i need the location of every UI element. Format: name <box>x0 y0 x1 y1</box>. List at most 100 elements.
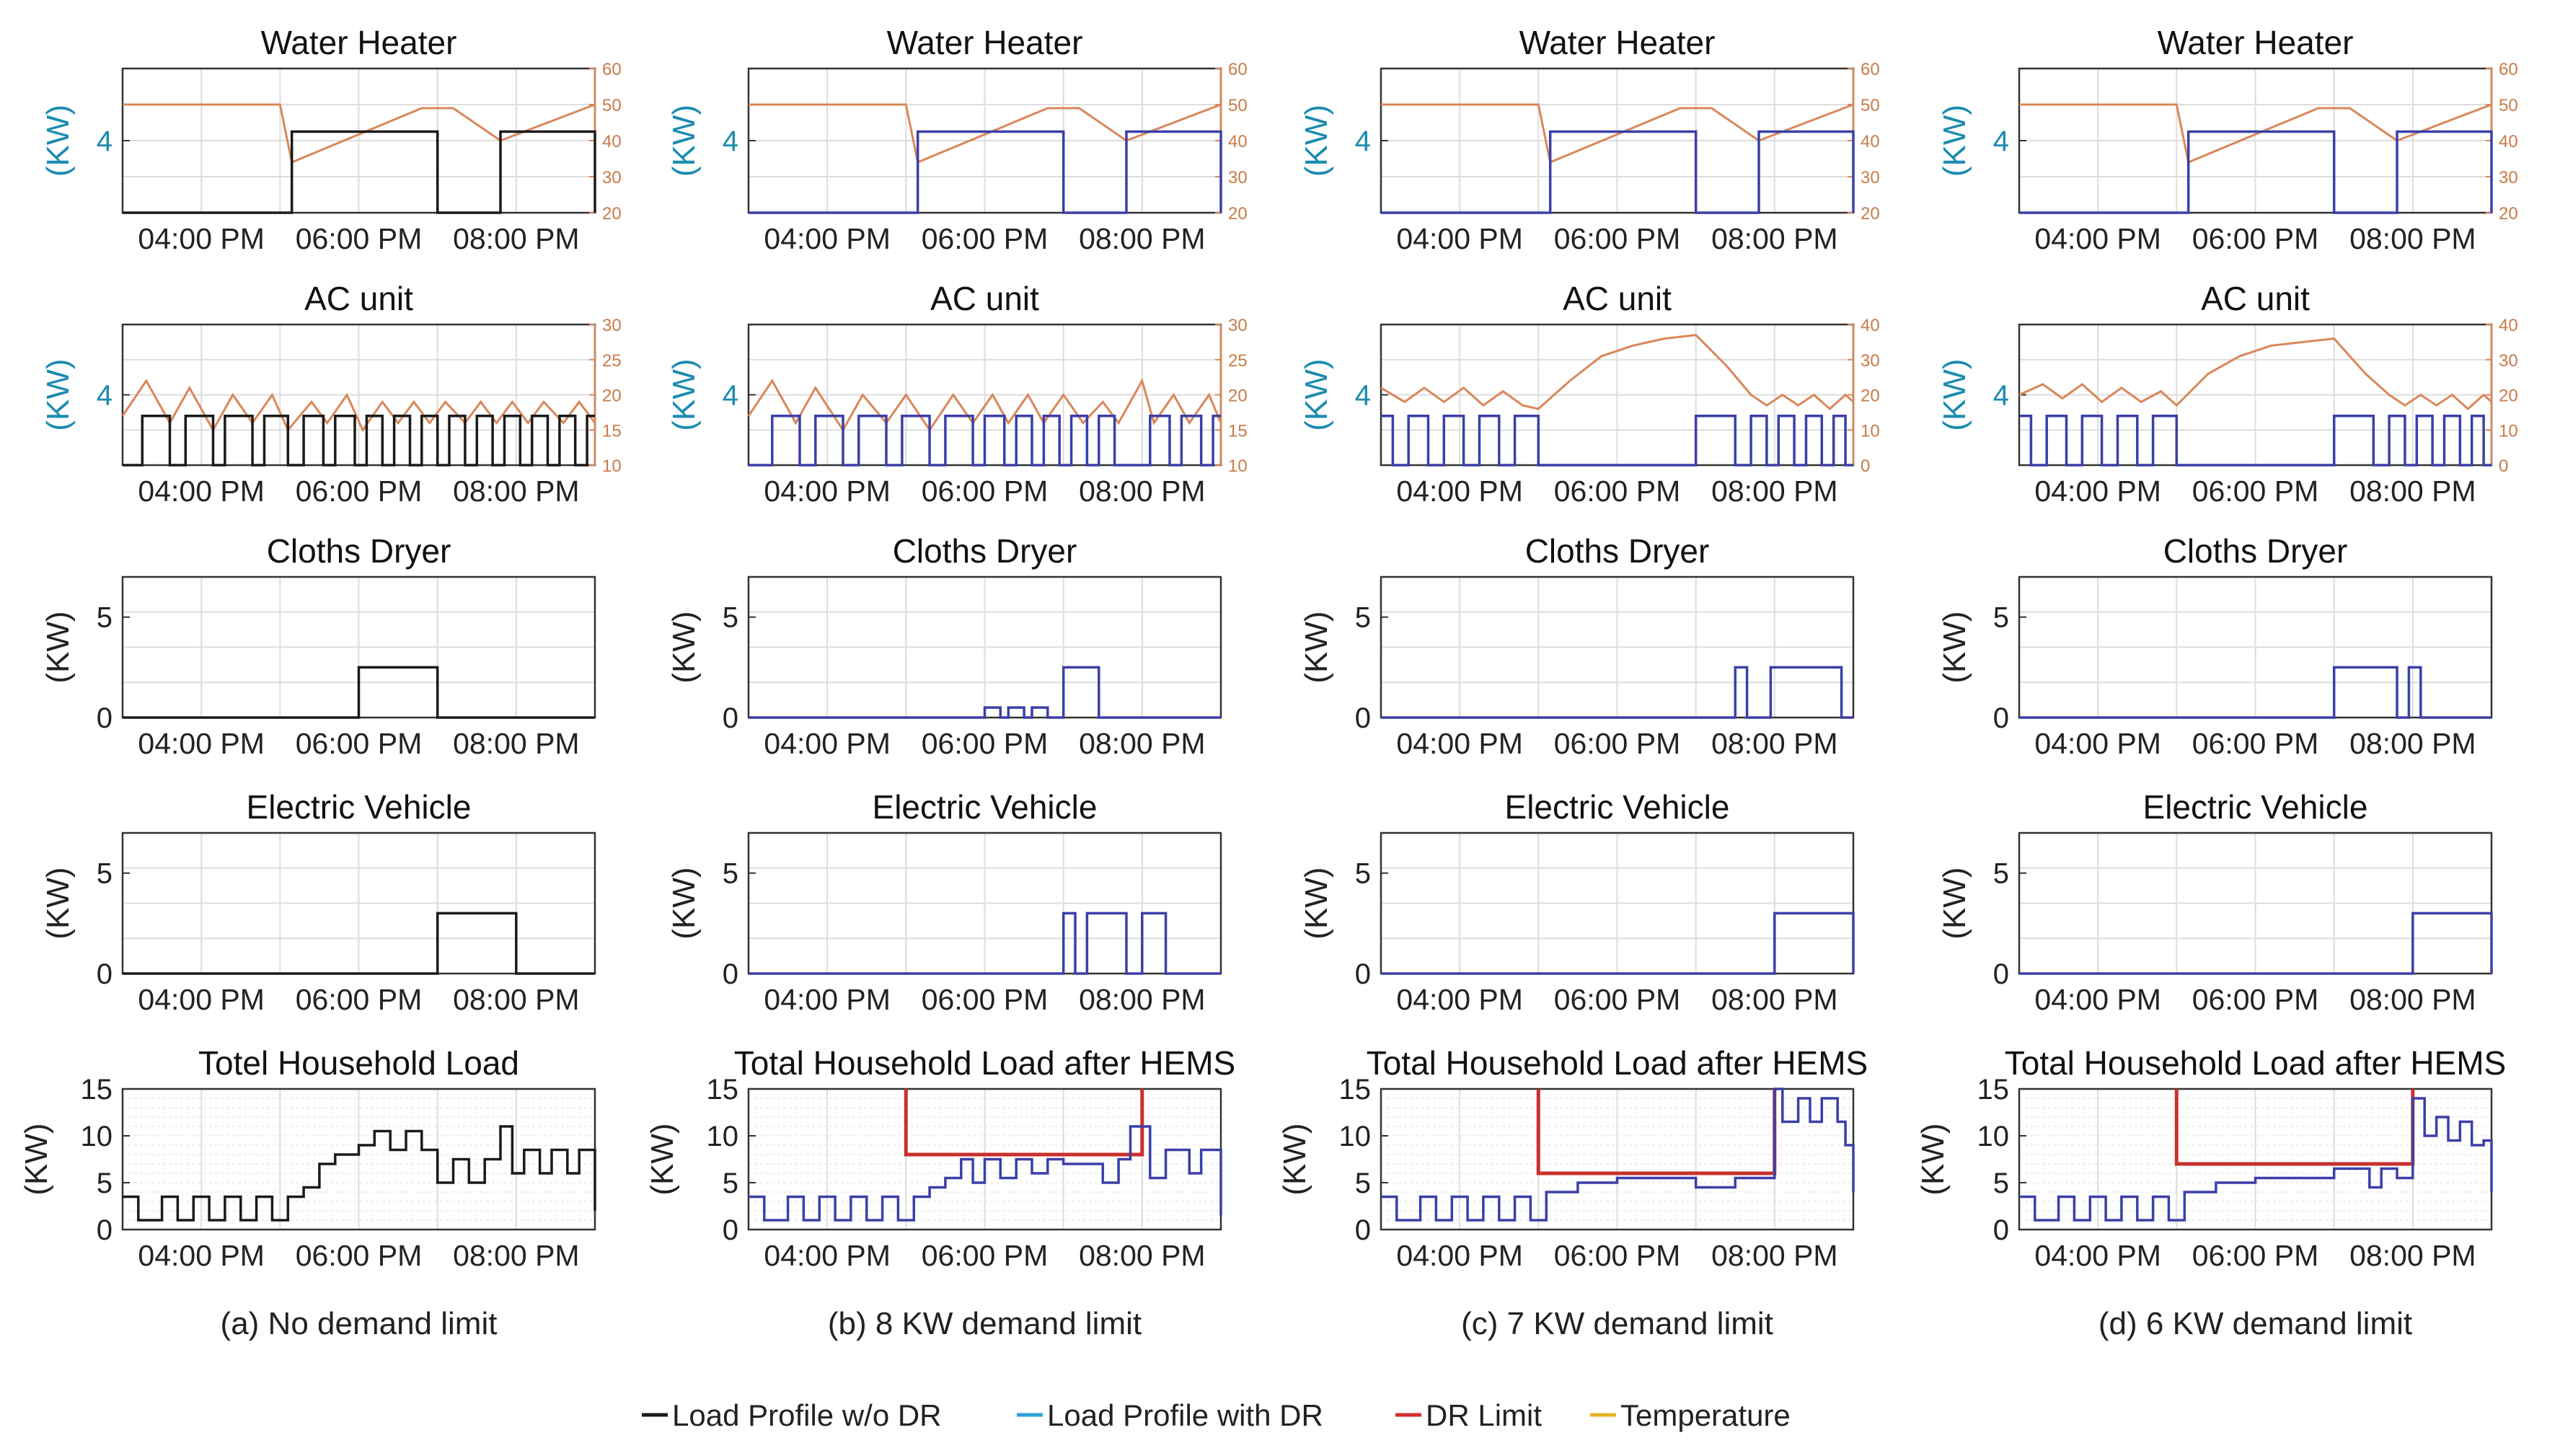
right-tick-label: 20 <box>1861 387 1880 406</box>
ytick-label: 0 <box>97 1214 112 1246</box>
dr-limit-line <box>904 1089 1144 1157</box>
y-axis-label: (KW) <box>666 105 702 177</box>
panel-b-electric_vehicle: Electric Vehicle 0 5 (KW) 04:00 PM 06:00 PM 08… <box>666 788 1222 1016</box>
y-axis-label: (KW) <box>666 611 702 683</box>
ytick-label: 0 <box>723 702 738 734</box>
panel-b-ac_unit: AC unit 4 (KW) 04:00 PM 06:00 PM 08:00 PM 30 25… <box>666 280 1248 508</box>
right-tick-label: 60 <box>1228 60 1248 79</box>
ytick-label: 5 <box>1993 858 2009 890</box>
right-tick-label: 20 <box>2499 204 2518 224</box>
panel-a-water_heater: Water Heater 4 (KW) 04:00 PM 06:00 PM 08:00 P… <box>40 24 622 255</box>
xtick-label: 06:00 PM <box>1554 983 1681 1016</box>
dr-limit-line <box>1536 1089 1777 1175</box>
panel-title: Electric Vehicle <box>247 788 472 826</box>
ytick-label: 0 <box>1993 958 2009 990</box>
xtick-label: 04:00 PM <box>1396 727 1523 760</box>
right-tick-label: 20 <box>1861 204 1880 224</box>
panel-c-cloths_dryer: Cloths Dryer 0 5 (KW) 04:00 PM 06:00 PM 08:00 … <box>1299 532 1855 760</box>
xtick-label: 08:00 PM <box>1079 727 1206 760</box>
panel-title: Water Heater <box>261 24 457 61</box>
panel-title: AC unit <box>1563 280 1672 317</box>
xtick-label: 08:00 PM <box>453 222 580 255</box>
xtick-label: 08:00 PM <box>2349 727 2476 760</box>
right-tick-label: 20 <box>602 387 622 406</box>
xtick-label: 08:00 PM <box>453 1239 580 1272</box>
xtick-label: 06:00 PM <box>1554 1239 1681 1272</box>
xtick-label: 04:00 PM <box>1396 475 1523 508</box>
load-profile-line <box>123 1125 596 1222</box>
load-profile-line <box>2019 415 2492 467</box>
ytick-label: 10 <box>707 1121 739 1152</box>
ytick-label: 5 <box>97 602 112 634</box>
panel-a-cloths_dryer: Cloths Dryer 0 5 (KW) 04:00 PM 06:00 PM 08:00 … <box>40 532 596 760</box>
xtick-label: 04:00 PM <box>764 983 891 1016</box>
ytick-label: 5 <box>1355 858 1371 890</box>
xtick-label: 08:00 PM <box>1079 475 1206 508</box>
panel-title: Cloths Dryer <box>893 532 1077 570</box>
y-axis-label: (KW) <box>1299 611 1334 683</box>
xtick-label: 04:00 PM <box>2034 1239 2161 1272</box>
subfigure-caption: (c) 7 KW demand limit <box>1461 1306 1773 1341</box>
panel-title: AC unit <box>304 280 413 317</box>
xtick-label: 06:00 PM <box>922 983 1049 1016</box>
right-tick-label: 40 <box>602 132 622 151</box>
ytick-label: 0 <box>1355 958 1371 990</box>
load-profile-line <box>1381 415 1853 467</box>
ytick-label: 5 <box>723 858 738 890</box>
legend-item: DR Limit <box>1395 1398 1542 1432</box>
load-profile-line <box>2019 666 2492 719</box>
xtick-label: 06:00 PM <box>922 727 1049 760</box>
ytick-label: 4 <box>97 125 112 157</box>
load-profile-line <box>123 130 596 214</box>
y-axis-label: (KW) <box>1937 358 1972 431</box>
ytick-label: 0 <box>1355 702 1371 734</box>
ytick-label: 5 <box>1355 1168 1371 1199</box>
xtick-label: 04:00 PM <box>1396 983 1523 1016</box>
ytick-label: 5 <box>1993 602 2009 634</box>
load-profile-line <box>123 415 595 467</box>
ytick-label: 5 <box>1355 602 1371 634</box>
y-axis-label: (KW) <box>40 611 76 683</box>
xtick-label: 06:00 PM <box>2192 983 2319 1016</box>
ytick-label: 5 <box>1993 1168 2009 1199</box>
xtick-label: 04:00 PM <box>138 222 265 255</box>
ytick-label: 4 <box>97 380 112 412</box>
xtick-label: 04:00 PM <box>138 475 265 508</box>
xtick-label: 06:00 PM <box>922 1239 1049 1272</box>
y-axis-label: (KW) <box>1915 1123 1951 1195</box>
xtick-label: 04:00 PM <box>138 1239 265 1272</box>
right-tick-label: 20 <box>1228 387 1248 406</box>
legend-label: Load Profile w/o DR <box>672 1398 942 1432</box>
right-tick-label: 30 <box>2499 351 2518 371</box>
xtick-label: 06:00 PM <box>296 727 423 760</box>
ytick-label: 0 <box>1993 1214 2009 1246</box>
xtick-label: 08:00 PM <box>2349 475 2476 508</box>
ytick-label: 5 <box>97 1168 112 1199</box>
ytick-label: 10 <box>81 1121 113 1152</box>
y-axis-label: (KW) <box>1277 1123 1312 1195</box>
right-tick-label: 40 <box>1861 316 1880 335</box>
xtick-label: 04:00 PM <box>2034 222 2161 255</box>
y-axis-label: (KW) <box>40 105 76 177</box>
subfigure-caption: (a) No demand limit <box>221 1306 498 1341</box>
y-axis-label: (KW) <box>40 358 76 431</box>
right-tick-label: 15 <box>1228 421 1248 441</box>
load-profile-line <box>749 1125 1222 1222</box>
y-axis-label: (KW) <box>666 867 702 939</box>
ytick-label: 10 <box>1339 1121 1372 1152</box>
ytick-label: 4 <box>1993 125 2009 157</box>
y-axis-label: (KW) <box>1937 105 1972 177</box>
panel-d-water_heater: Water Heater 4 (KW) 04:00 PM 06:00 PM 08:00 P… <box>1937 24 2518 255</box>
ytick-label: 0 <box>723 1214 738 1246</box>
y-axis-label: (KW) <box>1299 867 1334 939</box>
xtick-label: 06:00 PM <box>922 222 1049 255</box>
xtick-label: 04:00 PM <box>1396 222 1523 255</box>
load-profile-line <box>1381 1087 1855 1222</box>
right-tick-label: 40 <box>1228 132 1248 151</box>
xtick-label: 06:00 PM <box>296 1239 423 1272</box>
ytick-label: 4 <box>723 380 738 412</box>
load-profile-line <box>749 130 1222 214</box>
xtick-label: 04:00 PM <box>138 983 265 1016</box>
xtick-label: 04:00 PM <box>2034 475 2161 508</box>
load-profile-line <box>749 415 1221 467</box>
